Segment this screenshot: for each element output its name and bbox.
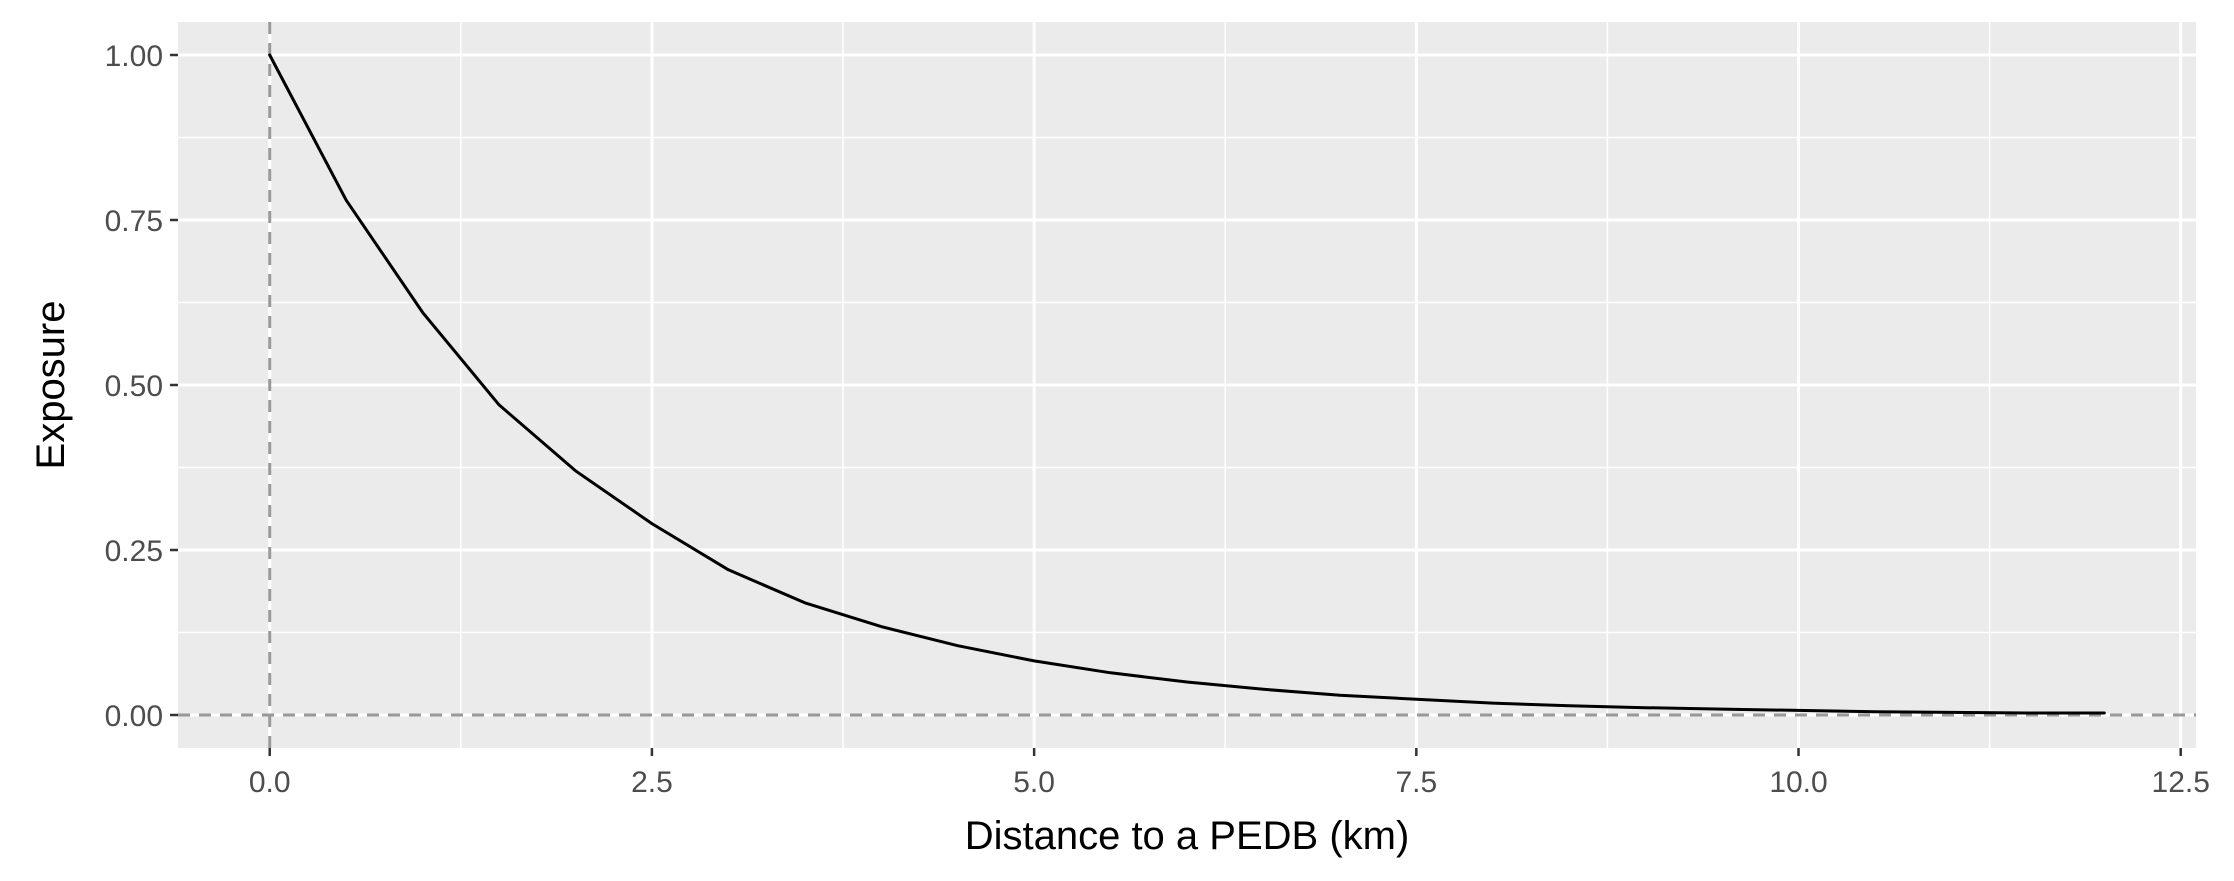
y-axis-title: Exposure (29, 301, 73, 470)
y-tick-label: 1.00 (105, 40, 163, 73)
x-tick-label: 2.5 (631, 766, 673, 799)
x-tick-label: 10.0 (1769, 766, 1827, 799)
y-tick-label: 0.50 (105, 370, 163, 403)
exposure-curve (268, 53, 2106, 715)
x-tick-label: 0.0 (249, 766, 291, 799)
y-tick-label: 0.00 (105, 700, 163, 733)
x-axis: 0.0 2.5 5.0 7.5 10.0 12.5 (249, 748, 2210, 799)
x-axis-title: Distance to a PEDB (km) (965, 814, 1410, 858)
y-tick-label: 0.75 (105, 205, 163, 238)
x-tick-label: 5.0 (1013, 766, 1055, 799)
x-tick-label: 12.5 (2152, 766, 2210, 799)
reference-lines (178, 22, 2196, 748)
data-series (268, 53, 2106, 715)
x-tick-label: 7.5 (1395, 766, 1437, 799)
y-axis: 0.00 0.25 0.50 0.75 1.00 (105, 40, 178, 733)
y-tick-label: 0.25 (105, 535, 163, 568)
